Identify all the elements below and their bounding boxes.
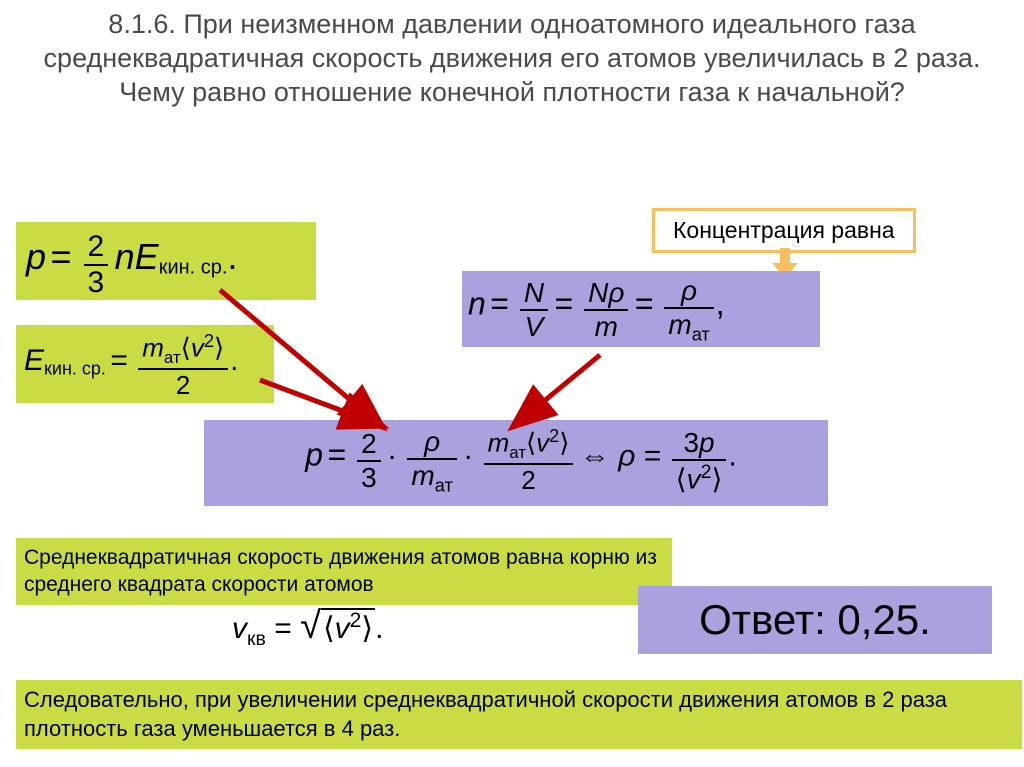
problem-header: 8.1.6. При неизменном давлении одноатомн…	[14, 8, 1010, 109]
concentration-label: Концентрация равна	[652, 208, 916, 253]
arrow-red-3-icon	[500, 350, 620, 440]
conclusion-text: Следовательно, при увеличении среднеквад…	[16, 680, 1022, 749]
answer-box: Ответ: 0,25.	[638, 586, 992, 654]
rms-text: Среднеквадратичная скорость движения ато…	[16, 538, 672, 605]
arrow-red-2-icon	[250, 370, 400, 440]
formula-vkv: vкв = √⟨v2⟩.	[232, 605, 383, 651]
formula-concentration: n = NV = Nρm = ρmат,	[462, 271, 820, 347]
